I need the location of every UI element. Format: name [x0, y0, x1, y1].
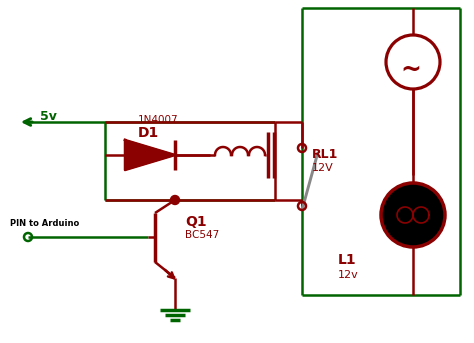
- Text: L1: L1: [338, 253, 356, 267]
- Circle shape: [381, 183, 445, 247]
- Circle shape: [171, 196, 180, 204]
- Text: 12V: 12V: [312, 163, 334, 173]
- Text: BC547: BC547: [185, 230, 219, 240]
- Text: RL1: RL1: [312, 149, 338, 162]
- Text: 12v: 12v: [338, 270, 359, 280]
- Text: Q1: Q1: [185, 215, 207, 229]
- Text: 5v: 5v: [40, 110, 57, 123]
- Polygon shape: [125, 140, 175, 170]
- Text: 1N4007: 1N4007: [138, 115, 179, 125]
- Text: PIN to Arduino: PIN to Arduino: [10, 220, 79, 228]
- Text: ~: ~: [400, 58, 421, 82]
- Text: D1: D1: [138, 126, 159, 140]
